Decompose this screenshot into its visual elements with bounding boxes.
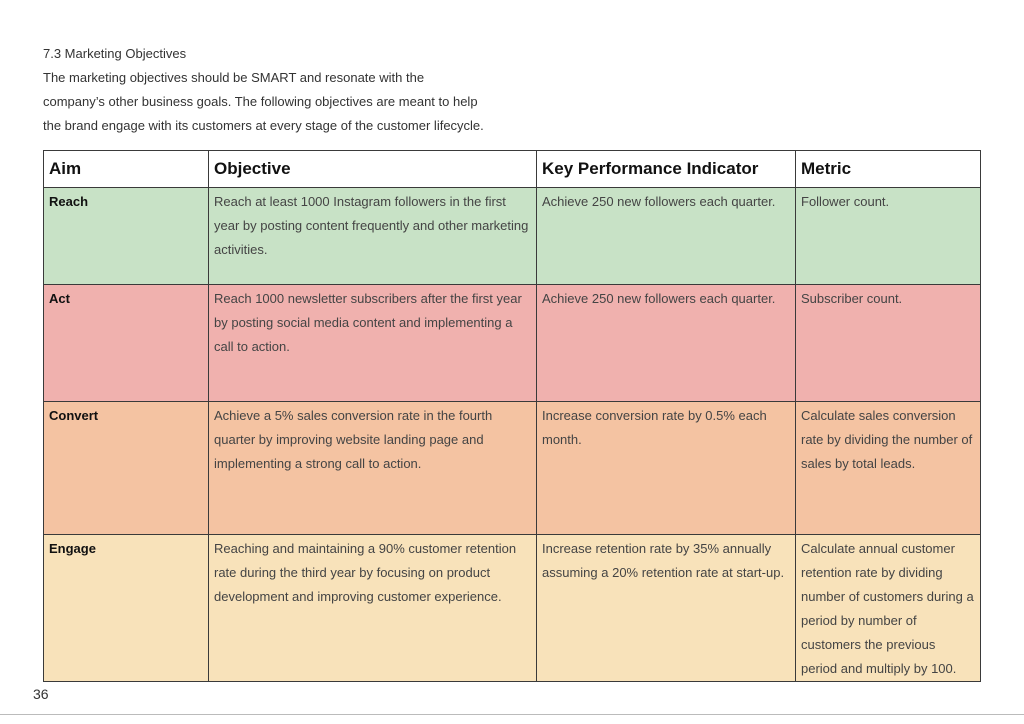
- kpi-cell: Increase retention rate by 35% annually …: [536, 534, 796, 682]
- metric-cell: Calculate sales conversion rate by divid…: [795, 401, 981, 535]
- aim-cell: Engage: [43, 534, 209, 682]
- header-metric: Metric: [795, 150, 981, 188]
- footer-divider: [0, 714, 1024, 715]
- aim-cell: Act: [43, 284, 209, 402]
- header-aim: Aim: [43, 150, 209, 188]
- aim-cell: Convert: [43, 401, 209, 535]
- table-row-reach: Reach Reach at least 1000 Instagram foll…: [43, 187, 981, 285]
- table-row-act: Act Reach 1000 newsletter subscribers af…: [43, 284, 981, 402]
- section-heading: 7.3 Marketing Objectives: [43, 46, 187, 61]
- header-kpi: Key Performance Indicator: [536, 150, 796, 188]
- table-header-row: Aim Objective Key Performance Indicator …: [43, 150, 981, 188]
- table-row-convert: Convert Achieve a 5% sales conversion ra…: [43, 401, 981, 535]
- metric-cell: Calculate annual customer retention rate…: [795, 534, 981, 682]
- kpi-cell: Achieve 250 new followers each quarter.: [536, 284, 796, 402]
- metric-cell: Follower count.: [795, 187, 981, 285]
- metric-cell: Subscriber count.: [795, 284, 981, 402]
- objective-cell: Reach 1000 newsletter subscribers after …: [208, 284, 537, 402]
- objective-cell: Reaching and maintaining a 90% customer …: [208, 534, 537, 682]
- intro-line: the brand engage with its customers at e…: [43, 118, 484, 133]
- intro-line: company’s other business goals. The foll…: [43, 94, 478, 109]
- page-number: 36: [33, 686, 49, 702]
- header-objective: Objective: [208, 150, 537, 188]
- table-row-engage: Engage Reaching and maintaining a 90% cu…: [43, 534, 981, 682]
- objective-cell: Reach at least 1000 Instagram followers …: [208, 187, 537, 285]
- kpi-cell: Achieve 250 new followers each quarter.: [536, 187, 796, 285]
- objective-cell: Achieve a 5% sales conversion rate in th…: [208, 401, 537, 535]
- marketing-objectives-table: Aim Objective Key Performance Indicator …: [43, 150, 981, 682]
- intro-paragraph: The marketing objectives should be SMART…: [43, 66, 563, 138]
- aim-cell: Reach: [43, 187, 209, 285]
- intro-line: The marketing objectives should be SMART…: [43, 70, 425, 85]
- kpi-cell: Increase conversion rate by 0.5% each mo…: [536, 401, 796, 535]
